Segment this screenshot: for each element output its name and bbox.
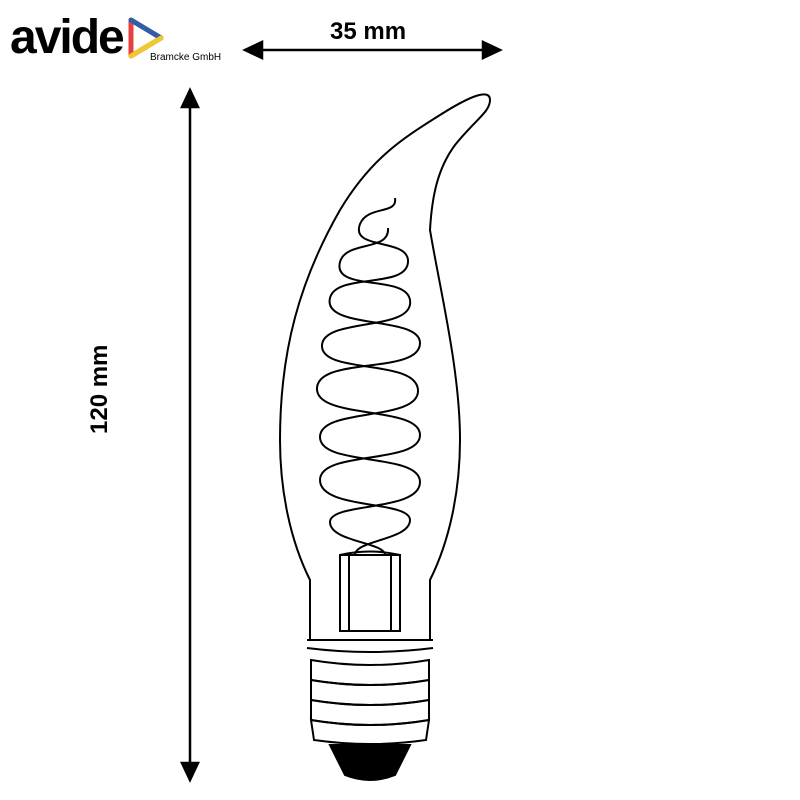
bulb-technical-drawing bbox=[0, 0, 800, 800]
spiral-filament bbox=[317, 198, 420, 555]
bulb-outline bbox=[280, 94, 490, 780]
height-dimension-arrow bbox=[182, 90, 198, 780]
width-dimension-arrow bbox=[245, 42, 500, 58]
